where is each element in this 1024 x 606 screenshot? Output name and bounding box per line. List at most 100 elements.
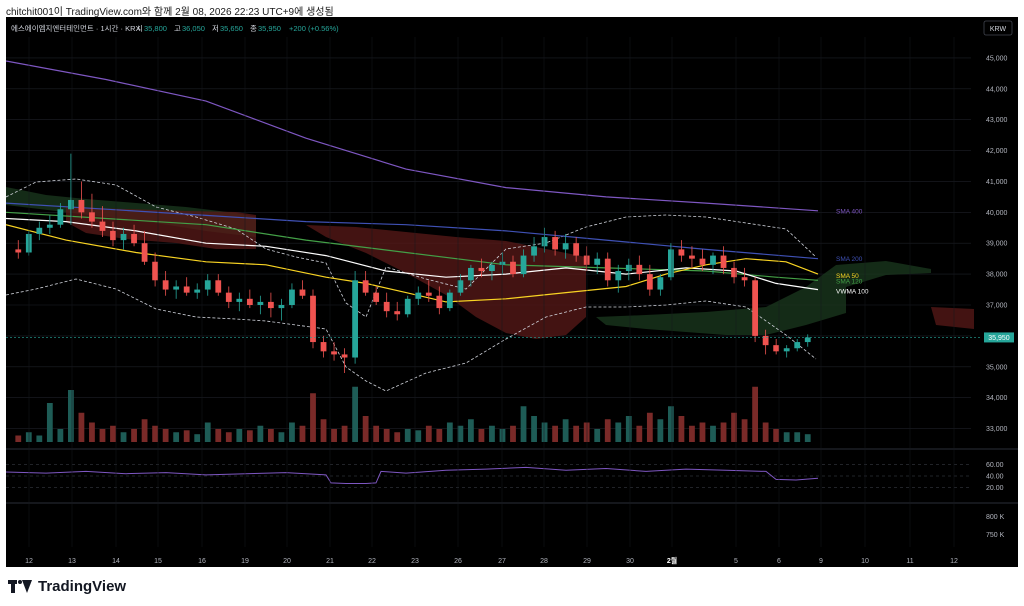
volume-bar — [804, 434, 811, 442]
tradingview-logo-icon — [8, 580, 32, 593]
price-tick-label: 39,000 — [986, 241, 1008, 248]
price-tick-label: 38,000 — [986, 272, 1008, 279]
candle — [89, 212, 95, 222]
chart-credit-header: chitchit001이 TradingView.com와 함께 2월 08, … — [6, 7, 334, 18]
candle — [268, 301, 274, 309]
candle — [520, 255, 527, 275]
candle — [541, 237, 548, 247]
candle — [436, 295, 443, 309]
indicator-legend-sma-50: SMA 50 — [836, 273, 859, 280]
candle — [646, 274, 653, 290]
time-tick-label: 16 — [198, 558, 206, 565]
ichimoku-cloud — [596, 261, 931, 335]
volume-bar — [678, 416, 685, 442]
symbol-title: 에스에이엠지엔터테인먼트 · 1시간 · KRX — [11, 23, 141, 33]
time-tick-label: 21 — [326, 558, 334, 565]
last-price-label: 35,950 — [988, 335, 1010, 342]
volume-bar — [110, 425, 116, 442]
volume-bar — [331, 429, 337, 442]
candle — [625, 264, 632, 272]
volume-bar — [657, 419, 664, 442]
volume-axis-label: 800 K — [986, 514, 1005, 521]
rsi-line — [6, 466, 819, 484]
volume-bar — [394, 432, 401, 442]
candle — [15, 249, 22, 253]
candle — [415, 292, 422, 299]
volume-bar — [562, 419, 569, 442]
time-tick-label: 28 — [540, 558, 548, 565]
price-chart[interactable]: 45,000 44,000 43,000 42,000 41,000 40,000 39,0… — [6, 17, 1018, 567]
volume-bar — [68, 390, 74, 442]
price-tick-label: 44,000 — [986, 86, 1008, 93]
volume-bar — [289, 422, 295, 442]
volume-bar — [320, 419, 327, 442]
candle — [225, 292, 232, 302]
volume-bar — [257, 425, 264, 442]
candle — [720, 255, 727, 268]
ohlc-label: 저 — [212, 24, 219, 33]
price-tick-label: 41,000 — [986, 179, 1008, 186]
price-change: +200 (+0.56%) — [289, 24, 339, 33]
volume-bar — [215, 429, 222, 442]
volume-bar — [57, 429, 64, 442]
candle — [383, 301, 390, 312]
candle — [183, 286, 190, 293]
candle — [562, 243, 569, 250]
candle — [215, 280, 222, 293]
rsi-level-label: 40.00 — [986, 474, 1004, 481]
price-tick-label: 35,000 — [986, 364, 1008, 371]
ichimoku-cloud — [306, 225, 586, 339]
time-tick-label: 9 — [819, 558, 823, 565]
candle — [731, 267, 737, 278]
candle — [204, 280, 211, 290]
candle — [678, 249, 685, 256]
candle — [457, 280, 464, 293]
candle — [783, 348, 790, 352]
candle — [468, 267, 474, 281]
volume-bar — [541, 422, 548, 442]
ohlc-value: 35,950 — [258, 24, 281, 33]
candle — [57, 209, 64, 225]
time-tick-label: 12 — [25, 558, 33, 565]
chart-frame[interactable]: 45,000 44,000 43,000 42,000 41,000 40,000 39,0… — [6, 17, 1018, 567]
rsi-level-label: 60.00 — [986, 462, 1004, 469]
ohlc-value: 35,800 — [144, 24, 167, 33]
volume-bar — [668, 406, 674, 442]
candle — [710, 255, 716, 265]
currency-badge[interactable] — [983, 20, 1013, 36]
candle — [331, 351, 337, 355]
volume-bar — [573, 425, 580, 442]
volume-bar — [741, 419, 748, 442]
candle — [173, 286, 180, 290]
volume-bar — [531, 416, 537, 442]
volume-bar — [204, 422, 211, 442]
sma-120-line — [6, 211, 819, 281]
volume-bar — [373, 425, 380, 442]
indicator-legend-vwma-100: VWMA 100 — [836, 289, 869, 296]
ohlc-label: 종 — [250, 24, 257, 33]
volume-bar — [225, 432, 232, 442]
candle — [657, 277, 664, 290]
volume-bar — [604, 419, 611, 442]
candle — [668, 249, 674, 278]
volume-bar — [120, 432, 127, 442]
candle — [78, 199, 85, 213]
candle — [604, 258, 611, 281]
time-tick-label: 20 — [283, 558, 291, 565]
volume-bar — [78, 412, 85, 442]
tradingview-logo[interactable]: TradingView — [8, 578, 126, 595]
candle — [773, 345, 780, 352]
candle — [373, 292, 380, 302]
volume-bar — [457, 425, 464, 442]
indicator-legend-sma-200: SMA 200 — [836, 256, 863, 263]
volume-bar — [636, 425, 643, 442]
volume-bar — [131, 429, 137, 442]
indicator-legend-sma-120: SMA 120 — [836, 278, 863, 285]
volume-bar — [489, 425, 495, 442]
volume-bar — [141, 419, 148, 442]
volume-bar — [583, 422, 590, 442]
time-tick-label: 15 — [154, 558, 162, 565]
volume-bar — [646, 412, 653, 442]
candle — [131, 233, 137, 244]
volume-bar — [173, 432, 180, 442]
